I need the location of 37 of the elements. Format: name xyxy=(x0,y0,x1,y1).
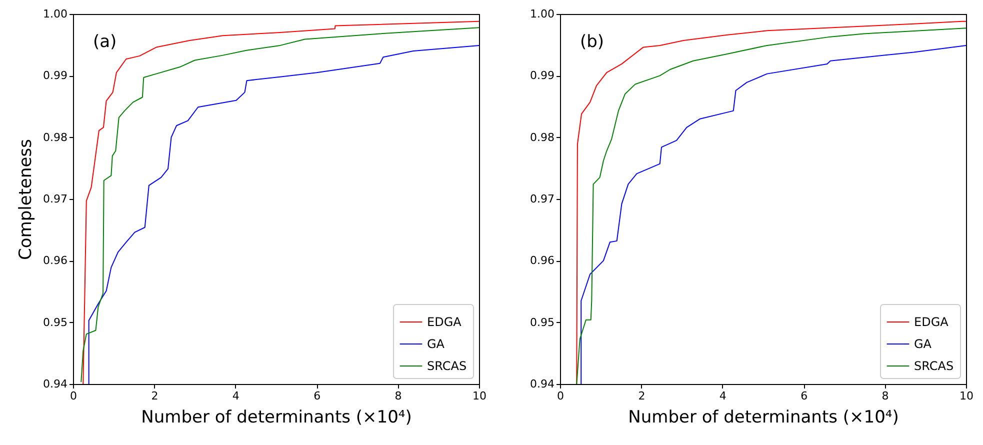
legend-label: GA xyxy=(914,337,932,351)
legend-label: SRCAS xyxy=(914,359,954,373)
x-axis-title: Number of determinants (×10⁴) xyxy=(628,408,899,428)
y-tick-label: 0.97 xyxy=(530,192,554,206)
x-tick-label: 10 xyxy=(472,390,486,402)
y-tick-label: 0.98 xyxy=(43,130,68,144)
y-tick-label: 1.00 xyxy=(530,8,554,20)
x-axis-title: Number of determinants (×10⁴) xyxy=(141,408,412,428)
x-tick-label: 10 xyxy=(960,390,974,402)
y-tick-label: 0.94 xyxy=(530,378,554,390)
x-tick-label: 2 xyxy=(151,390,158,402)
x-tick-label: 0 xyxy=(70,390,77,402)
x-tick-label: 6 xyxy=(314,390,321,402)
y-tick-label: 0.99 xyxy=(530,69,554,82)
legend-label: EDGA xyxy=(427,315,462,329)
y-tick-label: 0.95 xyxy=(43,316,68,329)
y-tick-label: 0.97 xyxy=(43,192,68,206)
y-tick-label: 0.95 xyxy=(530,316,554,329)
x-tick-label: 2 xyxy=(638,390,646,402)
x-tick-label: 4 xyxy=(232,390,240,402)
x-tick-label: 0 xyxy=(557,390,564,402)
x-tick-label: 4 xyxy=(719,390,726,402)
y-tick-label: 1.00 xyxy=(43,8,68,20)
legend-label: EDGA xyxy=(914,315,950,329)
x-tick-label: 6 xyxy=(800,390,808,402)
x-tick-label: 8 xyxy=(394,390,402,402)
x-tick-label: 8 xyxy=(882,390,889,402)
y-tick-label: 0.98 xyxy=(530,130,554,144)
y-tick-label: 0.94 xyxy=(43,378,68,390)
legend-label: GA xyxy=(427,337,446,351)
y-tick-label: 0.96 xyxy=(530,254,554,268)
y-tick-label: 0.99 xyxy=(43,69,68,82)
y-tick-label: 0.96 xyxy=(43,254,68,268)
legend-label: SRCAS xyxy=(427,359,467,373)
y-axis-title: Completeness xyxy=(16,138,36,260)
annotation: (a) xyxy=(93,32,117,52)
annotation: (b) xyxy=(580,32,604,52)
